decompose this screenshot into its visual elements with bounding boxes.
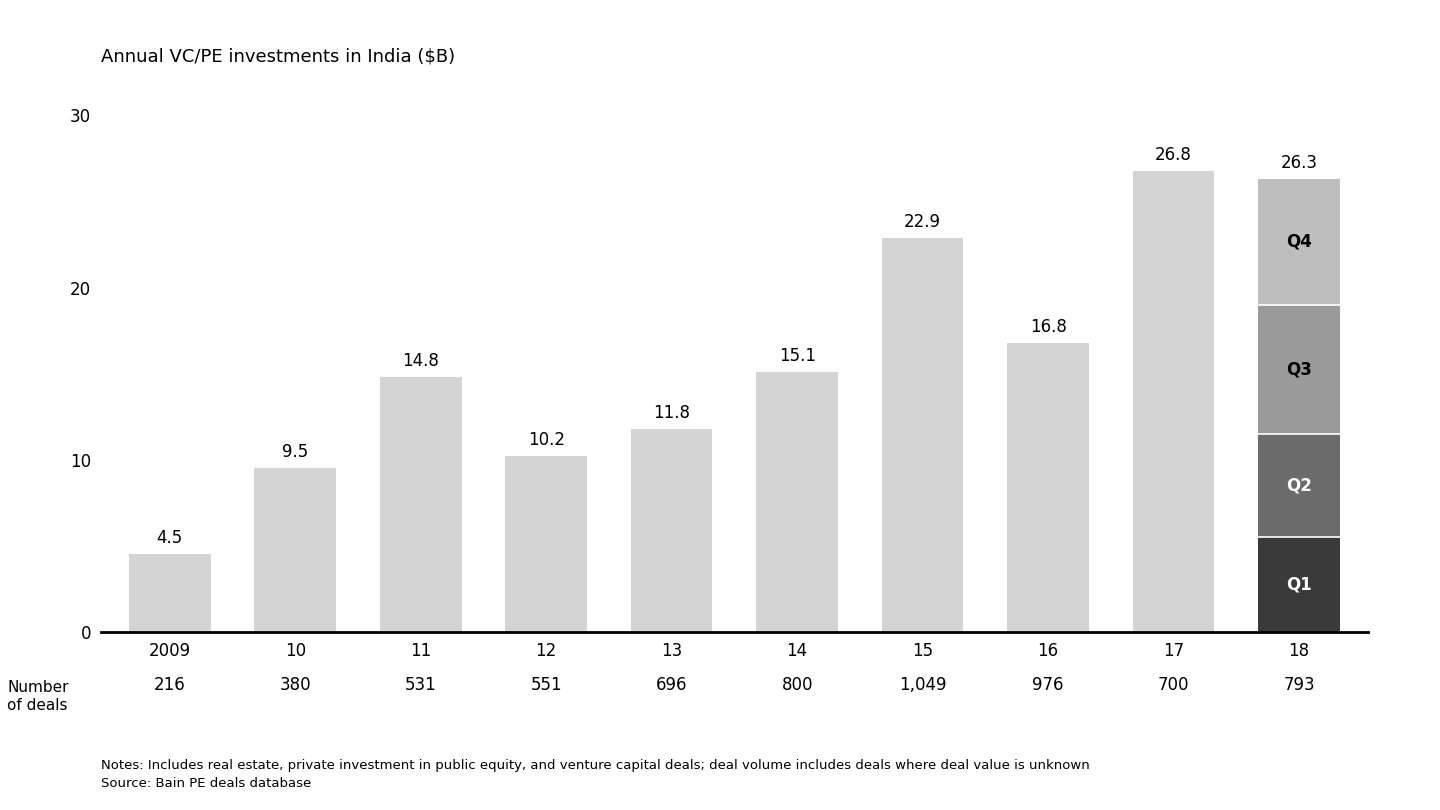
Bar	[130, 554, 210, 632]
Text: 800: 800	[782, 676, 814, 694]
Text: Source: Bain PE deals database: Source: Bain PE deals database	[101, 777, 311, 790]
Text: 16.8: 16.8	[1030, 318, 1067, 336]
Bar	[631, 428, 713, 632]
Text: 531: 531	[405, 676, 436, 694]
Bar	[881, 237, 963, 632]
Bar	[1259, 179, 1339, 305]
Text: 216: 216	[154, 676, 186, 694]
Text: 551: 551	[530, 676, 562, 694]
Bar	[255, 468, 336, 632]
Text: 26.8: 26.8	[1155, 146, 1192, 164]
Text: 696: 696	[655, 676, 687, 694]
Bar	[1133, 171, 1214, 632]
Text: 11.8: 11.8	[654, 404, 690, 422]
Bar	[505, 456, 588, 632]
Text: 26.3: 26.3	[1280, 154, 1318, 173]
Text: 793: 793	[1283, 676, 1315, 694]
Bar	[1259, 537, 1339, 632]
Text: Number
of deals: Number of deals	[7, 680, 69, 713]
Text: 9.5: 9.5	[282, 443, 308, 462]
Text: 700: 700	[1158, 676, 1189, 694]
Text: Q4: Q4	[1286, 233, 1312, 251]
Bar	[1259, 305, 1339, 434]
Bar	[756, 372, 838, 632]
Text: Q2: Q2	[1286, 476, 1312, 494]
Text: Annual VC/PE investments in India ($B): Annual VC/PE investments in India ($B)	[101, 48, 455, 66]
Text: 976: 976	[1032, 676, 1064, 694]
Text: Notes: Includes real estate, private investment in public equity, and venture ca: Notes: Includes real estate, private inv…	[101, 759, 1090, 772]
Text: 22.9: 22.9	[904, 213, 942, 231]
Text: 10.2: 10.2	[527, 432, 564, 450]
Bar	[1259, 434, 1339, 537]
Text: Q3: Q3	[1286, 360, 1312, 378]
Text: 1,049: 1,049	[899, 676, 946, 694]
Bar	[1008, 343, 1089, 632]
Text: 14.8: 14.8	[402, 352, 439, 370]
Text: 380: 380	[279, 676, 311, 694]
Text: 4.5: 4.5	[157, 530, 183, 548]
Bar	[380, 377, 461, 632]
Text: 15.1: 15.1	[779, 347, 815, 365]
Text: Q1: Q1	[1286, 575, 1312, 594]
